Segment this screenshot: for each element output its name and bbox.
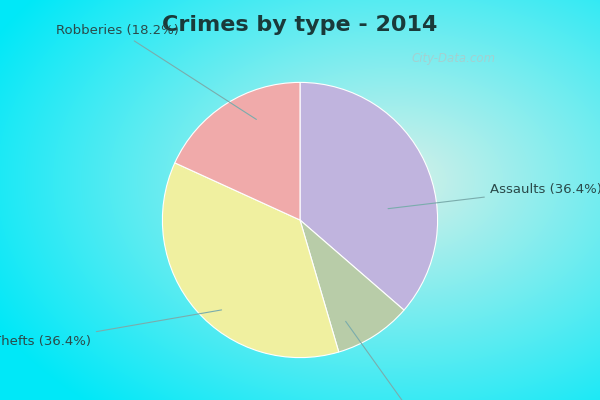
Wedge shape bbox=[175, 82, 300, 220]
Wedge shape bbox=[300, 220, 404, 352]
Text: Thefts (36.4%): Thefts (36.4%) bbox=[0, 310, 221, 348]
Text: Assaults (36.4%): Assaults (36.4%) bbox=[388, 183, 600, 209]
Wedge shape bbox=[163, 163, 339, 358]
Text: Crimes by type - 2014: Crimes by type - 2014 bbox=[163, 15, 437, 35]
Text: Robberies (18.2%): Robberies (18.2%) bbox=[56, 24, 256, 120]
Wedge shape bbox=[300, 82, 437, 310]
Text: Burglaries (9.1%): Burglaries (9.1%) bbox=[346, 321, 471, 400]
Text: City-Data.com: City-Data.com bbox=[411, 52, 496, 65]
